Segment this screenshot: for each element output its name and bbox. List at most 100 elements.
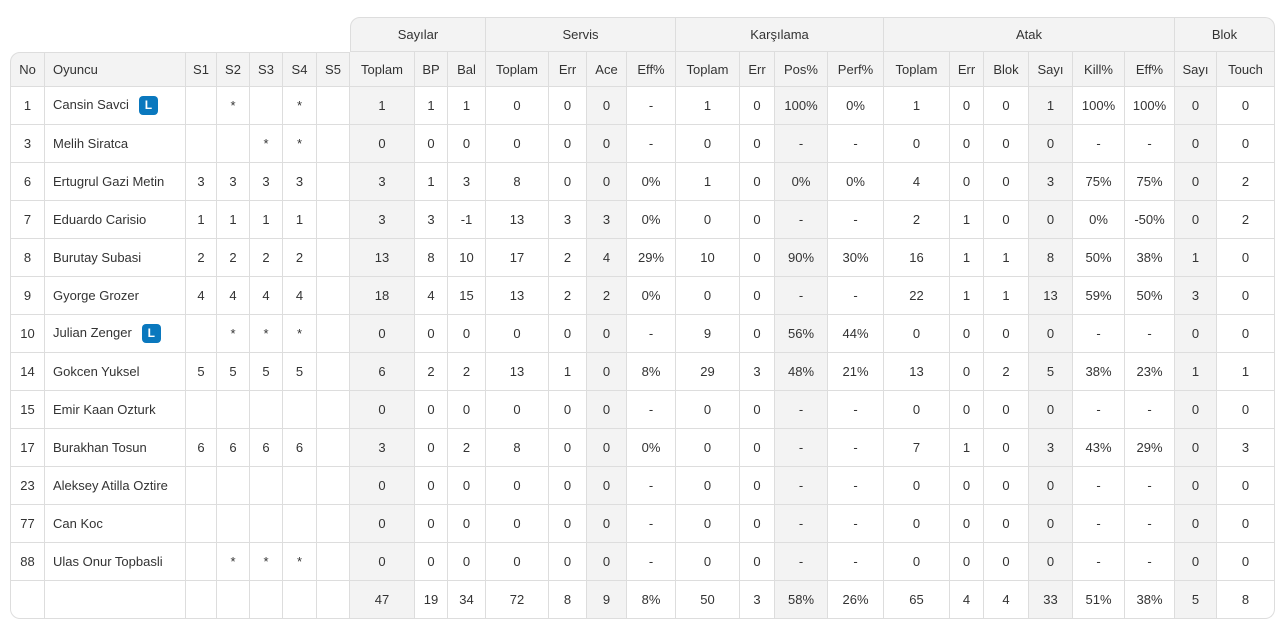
table-row[interactable]: 14 Gokcen Yuksel 5 5 5 5 6 2 2 13 1 0 8% 29 3 48% 21% 13 0… — [10, 353, 1275, 391]
player-name[interactable]: Ulas Onur Topbasli — [53, 554, 163, 569]
column-header[interactable]: Err — [740, 52, 775, 87]
stat-cell-toplam: 0 — [350, 467, 415, 505]
stat-cell-s2 — [217, 505, 250, 543]
player-name[interactable]: Gyorge Grozer — [53, 288, 139, 303]
stat-cell-toplam: 6 — [350, 353, 415, 391]
table-row[interactable]: 7 Eduardo Carisio 1 1 1 1 3 3 -1 13 3 3 0% 0 0- -2 1 0 0 0%… — [10, 201, 1275, 239]
column-header[interactable]: Perf% — [828, 52, 884, 87]
stat-cell-s1: 4 — [186, 277, 217, 315]
stat-cell-ace: 0 — [587, 391, 627, 429]
player-name[interactable]: Aleksey Atilla Oztire — [53, 478, 168, 493]
stat-cell-toplam: 0 — [884, 505, 950, 543]
table-row[interactable]: 77 Can Koc 0 0 0 0 0 0-0 0- -0 0 0 0- -0 0 — [10, 505, 1275, 543]
stat-cell-pos-pct: 100% — [775, 87, 828, 125]
player-name[interactable]: Eduardo Carisio — [53, 212, 147, 227]
stat-cell-sayı: 0 — [1029, 391, 1073, 429]
stat-cell-eff-pct: - — [627, 391, 676, 429]
player-name[interactable]: Ertugrul Gazi Metin — [53, 174, 165, 189]
table-row[interactable]: 88 Ulas Onur Topbasli * * * 0 0 0 0 0 0-0 0- -0 0 0 0- -… — [10, 543, 1275, 581]
column-header[interactable]: S2 — [217, 52, 250, 87]
stat-cell-sayı: 0 — [1029, 505, 1073, 543]
stat-cell-sayı: 0 — [1175, 315, 1217, 353]
column-header[interactable]: Err — [549, 52, 587, 87]
stat-cell-err: 0 — [740, 239, 775, 277]
player-name[interactable]: Cansin Savci — [53, 96, 129, 112]
column-header[interactable]: Toplam — [884, 52, 950, 87]
stat-cell-eff-pct: - — [1125, 505, 1175, 543]
stat-cell-err: 0 — [950, 125, 984, 163]
stat-cell-s5 — [317, 163, 350, 201]
stat-cell-s3 — [250, 87, 283, 125]
column-header[interactable]: Sayı — [1175, 52, 1217, 87]
column-header[interactable]: No — [10, 52, 45, 87]
column-header[interactable]: S3 — [250, 52, 283, 87]
stat-cell-err: 0 — [740, 505, 775, 543]
column-header[interactable]: S5 — [317, 52, 350, 87]
stat-cell-perf-pct: - — [828, 467, 884, 505]
player-name-cell: Gokcen Yuksel — [45, 353, 186, 391]
table-row[interactable]: 3 Melih Siratca * * 0 0 0 0 0 0-0 0- -0 0 0 0- -0 0 — [10, 125, 1275, 163]
column-header[interactable]: S1 — [186, 52, 217, 87]
column-header[interactable]: Oyuncu — [45, 52, 186, 87]
stat-cell-bal: 0 — [448, 543, 486, 581]
stat-cell-toplam: 1 — [676, 163, 740, 201]
player-name[interactable]: Julian Zenger — [53, 324, 132, 340]
player-name[interactable]: Burutay Subasi — [53, 250, 142, 265]
player-name-cell: Emir Kaan Ozturk — [45, 391, 186, 429]
player-name[interactable]: Can Koc — [53, 516, 103, 531]
stat-cell-eff-pct: - — [627, 315, 676, 353]
column-header[interactable]: Kill% — [1073, 52, 1125, 87]
column-header[interactable]: Touch — [1217, 52, 1275, 87]
table-row[interactable]: 8 Burutay Subasi 2 2 2 2 13 8 10 17 2 4 29% 10 0 90% 30%… — [10, 239, 1275, 277]
column-header[interactable]: Eff% — [627, 52, 676, 87]
column-header[interactable]: S4 — [283, 52, 317, 87]
stat-cell-perf-pct: 0% — [828, 163, 884, 201]
column-header[interactable]: Eff% — [1125, 52, 1175, 87]
column-header[interactable]: Toplam — [486, 52, 549, 87]
player-name[interactable]: Emir Kaan Ozturk — [53, 402, 156, 417]
column-header[interactable]: Ace — [587, 52, 627, 87]
stat-cell-err: 0 — [549, 429, 587, 467]
player-name[interactable]: Burakhan Tosun — [53, 440, 147, 455]
column-header[interactable]: BP — [415, 52, 448, 87]
stat-cell-s1 — [186, 505, 217, 543]
column-header[interactable]: Blok — [984, 52, 1029, 87]
stat-cell-sayı: 0 — [1029, 467, 1073, 505]
player-name[interactable]: Gokcen Yuksel — [53, 364, 140, 379]
stat-cell-bal: 0 — [448, 391, 486, 429]
stat-cell-eff-pct: 0% — [627, 163, 676, 201]
column-header[interactable]: Toplam — [350, 52, 415, 87]
column-header[interactable]: Err — [950, 52, 984, 87]
player-name[interactable]: Melih Siratca — [53, 136, 129, 151]
column-header[interactable]: Bal — [448, 52, 486, 87]
stat-cell-sayı: 0 — [1175, 505, 1217, 543]
stat-cell-s5 — [317, 391, 350, 429]
table-row[interactable]: 9 Gyorge Grozer 4 4 4 4 18 4 15 13 2 2 0% 0 0- -22 1 1 13 5… — [10, 277, 1275, 315]
table-row[interactable]: 10 Julian Zenger L * * * 0 0 0 0 0 0-9 0 56% 44% 0 0 0 0- -… — [10, 315, 1275, 353]
player-number: 10 — [10, 315, 45, 353]
table-row[interactable]: 15 Emir Kaan Ozturk 0 0 0 0 0 0-0 0- -0 0 0 0- -0 0 — [10, 391, 1275, 429]
stat-cell-sayı: 0 — [1175, 125, 1217, 163]
column-header[interactable]: Toplam — [676, 52, 740, 87]
stat-cell-touch: 0 — [1217, 391, 1275, 429]
stat-cell-ace: 0 — [587, 467, 627, 505]
total-cell: 8% — [627, 581, 676, 619]
column-header[interactable]: Sayı — [1029, 52, 1073, 87]
stat-cell-bal: 1 — [448, 87, 486, 125]
player-number: 88 — [10, 543, 45, 581]
table-row[interactable]: 23 Aleksey Atilla Oztire 0 0 0 0 0 0-0 0- -0 0 0 0- -… — [10, 467, 1275, 505]
column-header[interactable]: Pos% — [775, 52, 828, 87]
stat-cell-bp: 0 — [415, 391, 448, 429]
stat-cell-eff-pct: 0% — [627, 201, 676, 239]
table-row[interactable]: 1 Cansin Savci L * * 1 1 1 0 0 0-1 0 100% 0% 1 0 0 1 100% 1… — [10, 87, 1275, 125]
stat-cell-touch: 0 — [1217, 87, 1275, 125]
table-row[interactable]: 17 Burakhan Tosun 6 6 6 6 3 0 2 8 0 0 0% 0 0- -7 1 0 3 43% 2… — [10, 429, 1275, 467]
total-cell: 8 — [1217, 581, 1275, 619]
stat-cell-kill-pct: - — [1073, 505, 1125, 543]
stat-cell-sayı: 8 — [1029, 239, 1073, 277]
table-row[interactable]: 6 Ertugrul Gazi Metin 3 3 3 3 3 1 3 8 0 0 0% 1 0 0% 0% 4 0… — [10, 163, 1275, 201]
player-number: 1 — [10, 87, 45, 125]
group-header-row: Sayılar Servis Karşılama Atak Blok — [10, 17, 1275, 52]
stat-cell-err: 0 — [549, 163, 587, 201]
stat-cell-perf-pct: 21% — [828, 353, 884, 391]
